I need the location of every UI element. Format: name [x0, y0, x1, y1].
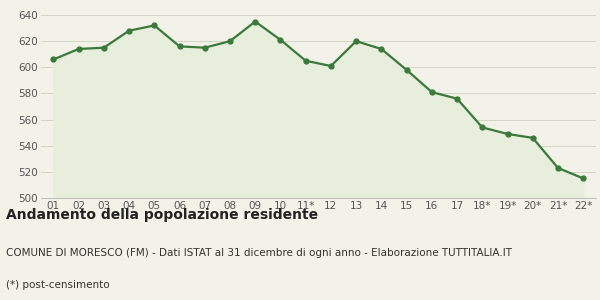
Text: COMUNE DI MORESCO (FM) - Dati ISTAT al 31 dicembre di ogni anno - Elaborazione T: COMUNE DI MORESCO (FM) - Dati ISTAT al 3…	[6, 248, 512, 257]
Text: Andamento della popolazione residente: Andamento della popolazione residente	[6, 208, 318, 223]
Text: (*) post-censimento: (*) post-censimento	[6, 280, 110, 290]
